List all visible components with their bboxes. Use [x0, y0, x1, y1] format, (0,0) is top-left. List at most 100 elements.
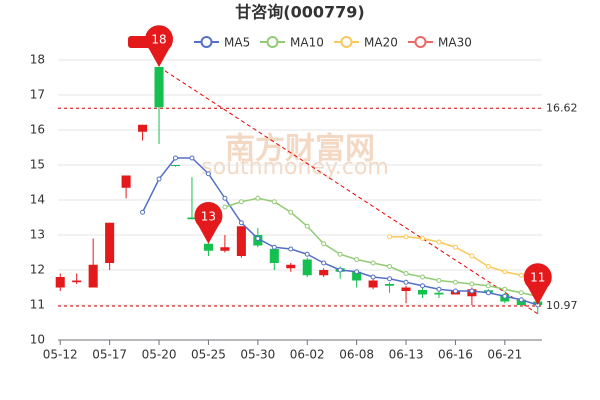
- ma-point: [452, 279, 458, 285]
- legend-swatch: [414, 36, 427, 48]
- candle-body: [286, 264, 296, 269]
- ma-point: [403, 271, 409, 276]
- ma-point: [255, 236, 261, 241]
- y-tick-label: 10: [30, 333, 45, 347]
- candle-body: [105, 222, 115, 263]
- ma-point: [518, 290, 524, 296]
- legend-label: MA20: [364, 36, 398, 50]
- ma-point: [469, 288, 475, 294]
- legend-label: MA10: [290, 36, 324, 50]
- ma-point: [354, 257, 360, 262]
- candle-body: [187, 217, 197, 220]
- reference-label: 10.97: [546, 299, 578, 312]
- candle-body: [220, 247, 230, 251]
- pin-label: 18: [151, 33, 166, 47]
- ma-point: [387, 276, 393, 282]
- watermark: southmoney.com: [201, 155, 389, 180]
- ma-point: [370, 274, 376, 280]
- ma-point: [436, 239, 442, 245]
- ma-point: [156, 176, 162, 182]
- ma-point: [337, 251, 343, 257]
- ma-point: [255, 195, 261, 201]
- candle-body: [417, 289, 428, 295]
- legend-label: MA5: [224, 36, 250, 50]
- ma-point: [420, 274, 425, 280]
- chart-title: 甘咨询(000779): [235, 3, 364, 22]
- candle-body: [121, 175, 131, 188]
- ma-point: [238, 220, 244, 226]
- ma-point: [238, 199, 244, 205]
- pin: [145, 25, 174, 67]
- candle-body: [302, 259, 312, 276]
- pin: [194, 201, 223, 244]
- ma-point: [420, 283, 425, 289]
- candle-body: [55, 277, 65, 288]
- y-tick-label: 17: [30, 88, 45, 102]
- ma-point: [403, 279, 409, 285]
- ma-point: [288, 209, 294, 215]
- candle-body: [138, 124, 148, 132]
- y-tick-label: 14: [30, 193, 45, 207]
- candle-body: [203, 243, 213, 251]
- candle-body: [236, 226, 246, 256]
- y-tick-label: 18: [30, 53, 45, 67]
- ma-point: [173, 155, 178, 161]
- ma-point: [485, 290, 491, 296]
- candle-body: [269, 249, 279, 263]
- candle-body: [319, 270, 329, 276]
- ma-point: [370, 260, 376, 266]
- ma-point: [485, 283, 491, 289]
- pin-label: 13: [201, 209, 216, 223]
- ma-point: [354, 269, 360, 275]
- ma-point: [502, 269, 508, 275]
- ma-point: [205, 171, 211, 177]
- ma-point: [304, 223, 310, 229]
- y-tick-label: 12: [30, 263, 45, 277]
- x-tick-label: 06-02: [290, 348, 325, 362]
- pin-label: 11: [530, 271, 545, 285]
- ma-point: [436, 286, 442, 292]
- ma-point: [222, 195, 228, 201]
- ma-point: [288, 246, 294, 252]
- ma-line: [389, 236, 538, 280]
- ma-point: [502, 293, 508, 299]
- candle-body: [368, 280, 378, 288]
- ma-point: [436, 278, 442, 283]
- ma-point: [387, 234, 393, 240]
- ma-point: [485, 264, 491, 269]
- ma-point: [321, 241, 327, 247]
- x-tick-label: 05-17: [92, 348, 127, 362]
- watermark: 南方财富网: [225, 132, 375, 167]
- ma-point: [469, 281, 475, 287]
- ma-point: [403, 234, 409, 240]
- candle-body: [385, 284, 395, 286]
- candle-body: [88, 264, 98, 288]
- x-tick-label: 06-08: [339, 348, 374, 362]
- legend-swatch: [340, 36, 353, 48]
- trendline: [158, 66, 539, 315]
- candle-body: [352, 271, 362, 281]
- candle-body: [516, 299, 526, 305]
- y-tick-label: 16: [30, 123, 45, 137]
- candle-body: [170, 165, 181, 167]
- candle-body: [154, 67, 164, 108]
- ma-point: [518, 272, 524, 278]
- x-tick-label: 05-30: [240, 348, 275, 362]
- ma-point: [222, 204, 228, 210]
- ma-point: [140, 209, 146, 215]
- ma-point: [337, 267, 343, 273]
- candle-body: [72, 280, 82, 283]
- ma-point: [518, 297, 524, 303]
- ma-point: [469, 253, 475, 259]
- legend-label: MA30: [438, 36, 472, 50]
- ma-point: [452, 288, 458, 294]
- x-tick-label: 06-16: [438, 348, 473, 362]
- x-tick-label: 05-25: [191, 348, 226, 362]
- y-tick-label: 11: [30, 298, 45, 312]
- reference-label: 16.62: [546, 101, 578, 114]
- legend-swatch: [266, 36, 279, 48]
- x-tick-label: 06-13: [389, 348, 424, 362]
- ma-point: [420, 236, 425, 241]
- ma-point: [502, 286, 508, 292]
